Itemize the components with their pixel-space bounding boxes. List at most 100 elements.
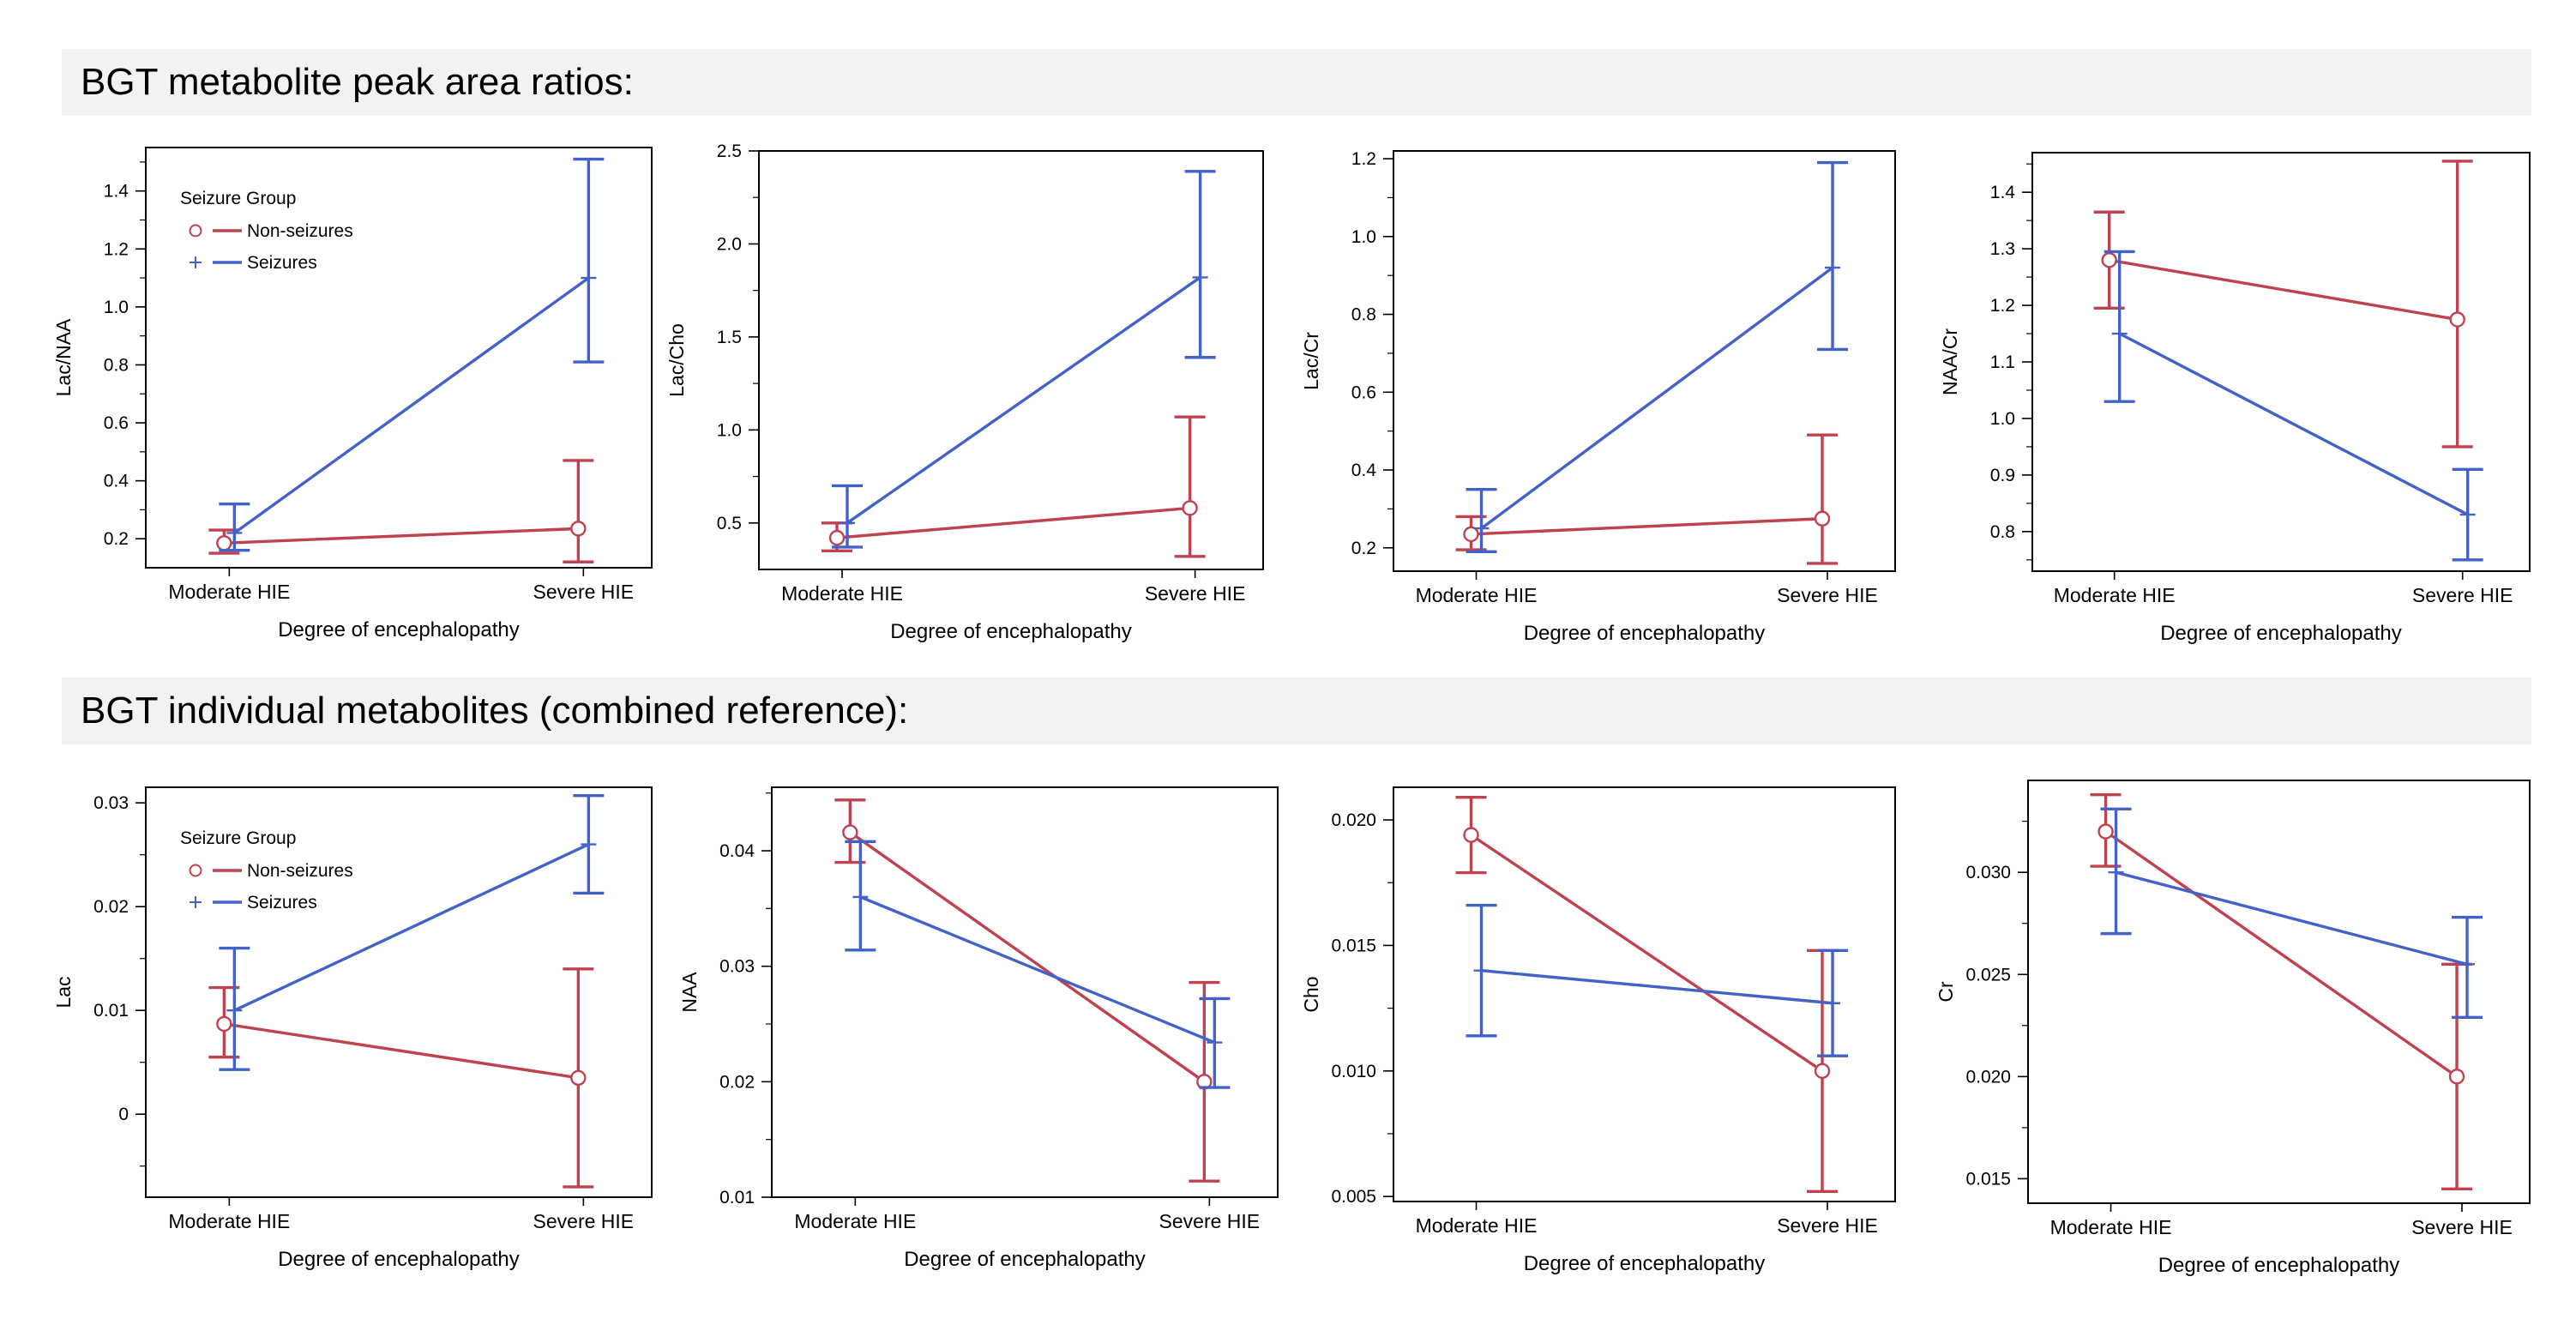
data-point-seizures xyxy=(581,836,597,852)
data-point-seizures xyxy=(1825,260,1841,276)
y-tick-label: 0.2 xyxy=(104,529,129,549)
series-line-non-seizures xyxy=(849,831,1206,1083)
data-point-seizures xyxy=(1473,962,1490,979)
plot-frame xyxy=(771,786,1279,1198)
plot-frame xyxy=(1393,786,1896,1202)
y-tick-label: 0.02 xyxy=(93,897,129,917)
x-axis-title: Degree of encephalopathy xyxy=(2158,1254,2400,1277)
y-tick-label: 0.03 xyxy=(93,793,129,813)
chart-panel-2: 0.5 1.0 1.5 2.0 2.5 Moderate HIE Severe HIE Deg… xyxy=(665,142,1264,643)
data-point-non-seizures xyxy=(2098,823,2114,840)
data-point-non-seizures xyxy=(1814,510,1831,527)
legend-entry-label: Non-seizures xyxy=(247,861,353,881)
x-tick-label: Moderate HIE xyxy=(2050,1216,2172,1238)
data-point-seizures xyxy=(2459,507,2476,523)
series-line-seizures xyxy=(233,276,590,534)
y-tick-label: 1.0 xyxy=(1351,227,1376,247)
data-point-non-seizures xyxy=(1463,526,1479,543)
data-point-seizures xyxy=(1207,1034,1223,1051)
section-title-ratios: BGT metabolite peak area ratios: xyxy=(81,61,634,103)
legend-title: Seizure Group xyxy=(180,189,296,208)
y-tick-label: 1.5 xyxy=(717,328,742,347)
series-line-non-seizures xyxy=(2109,258,2458,322)
y-axis-title: Lac/Cho xyxy=(665,323,688,397)
x-tick-label: Moderate HIE xyxy=(168,1210,290,1232)
series-line-seizures xyxy=(2116,870,2468,966)
x-tick-label: Severe HIE xyxy=(533,1210,635,1232)
x-tick-label: Moderate HIE xyxy=(781,582,903,605)
x-tick-label: Severe HIE xyxy=(533,581,635,603)
x-tick-label: Severe HIE xyxy=(1777,1214,1878,1237)
y-axis-title: NAA xyxy=(678,972,701,1013)
chart-panel-4: 0.8 0.9 1.0 1.1 1.2 1.3 1.4 Moderate HIE Severe … xyxy=(1939,152,2531,645)
section-title-individual: BGT individual metabolites (combined ref… xyxy=(81,690,909,732)
section-header-ratios: BGT metabolite peak area ratios: xyxy=(62,49,2531,116)
data-point-non-seizures xyxy=(1182,500,1198,516)
legend-entry-label: Seizures xyxy=(247,893,317,912)
y-tick-label: 1.2 xyxy=(1990,296,2015,316)
y-tick-label: 0.6 xyxy=(104,413,129,433)
legend-entry-label: Non-seizures xyxy=(247,221,353,241)
y-tick-label: 0.6 xyxy=(1351,382,1376,402)
y-tick-label: 0.9 xyxy=(1990,466,2015,485)
y-tick-label: 2.5 xyxy=(717,142,742,161)
legend-marker-circle xyxy=(189,224,202,238)
data-point-non-seizures xyxy=(1814,1063,1831,1079)
y-tick-label: 0.015 xyxy=(1965,1169,2011,1189)
x-tick-label: Severe HIE xyxy=(1159,1210,1261,1232)
plot-frame xyxy=(1393,150,1896,572)
y-tick-label: 0.4 xyxy=(104,472,129,491)
data-point-non-seizures xyxy=(1463,827,1479,843)
data-point-seizures xyxy=(1825,995,1841,1011)
data-point-seizures xyxy=(1192,269,1208,286)
x-axis-title: Degree of encephalopathy xyxy=(1524,622,1766,645)
series-line-seizures xyxy=(2118,332,2469,516)
plot-frame xyxy=(145,147,653,569)
data-point-seizures xyxy=(2111,326,2128,342)
legend: Seizure Group Non-seizures Seizures xyxy=(180,828,353,912)
series-line-seizures xyxy=(846,276,1201,525)
series-line-seizures xyxy=(1480,266,1834,530)
y-tick-label: 0.020 xyxy=(1965,1067,2011,1087)
y-tick-label: 0.4 xyxy=(1351,461,1377,480)
y-axis-title: Lac/Cr xyxy=(1300,332,1322,390)
data-point-non-seizures xyxy=(842,824,858,840)
y-tick-label: 0.2 xyxy=(1351,539,1376,558)
x-axis-title: Degree of encephalopathy xyxy=(890,620,1132,643)
x-tick-label: Moderate HIE xyxy=(168,581,290,603)
data-point-non-seizures xyxy=(2448,1069,2465,1085)
x-tick-label: Severe HIE xyxy=(1777,584,1878,606)
y-tick-label: 1.2 xyxy=(1351,149,1376,169)
series-line-non-seizures xyxy=(2104,830,2458,1078)
y-axis-title: Lac/NAA xyxy=(52,318,75,396)
y-tick-label: 0.02 xyxy=(719,1072,755,1092)
data-point-seizures xyxy=(840,515,856,531)
data-point-non-seizures xyxy=(216,535,232,551)
x-axis-title: Degree of encephalopathy xyxy=(904,1248,1146,1271)
y-tick-label: 1.0 xyxy=(104,298,129,317)
y-tick-label: 0.01 xyxy=(93,1001,129,1021)
legend-title: Seizure Group xyxy=(180,828,296,848)
chart-panel-8: 0.015 0.020 0.025 0.030 Moderate HIE Severe H… xyxy=(1935,780,2531,1277)
legend-entry-label: Seizures xyxy=(247,253,317,273)
data-point-non-seizures xyxy=(570,521,587,537)
y-tick-label: 0.005 xyxy=(1331,1187,1376,1207)
data-point-seizures xyxy=(226,525,243,541)
y-axis-title: Lac xyxy=(52,976,75,1008)
y-tick-label: 0.8 xyxy=(1351,305,1376,325)
plot-frame xyxy=(758,150,1264,570)
y-tick-label: 2.0 xyxy=(717,234,742,254)
y-tick-label: 1.3 xyxy=(1990,239,2015,259)
x-axis-title: Degree of encephalopathy xyxy=(1524,1252,1766,1275)
x-tick-label: Moderate HIE xyxy=(1416,584,1538,606)
series-line-non-seizures xyxy=(1471,517,1823,536)
x-tick-label: Severe HIE xyxy=(2412,584,2513,606)
y-tick-label: 1.4 xyxy=(1990,183,2016,202)
chart-panel-5: 0 0.01 0.02 0.03 Moderate HIE Severe HIE Degre… xyxy=(52,786,653,1271)
y-tick-label: 0.8 xyxy=(1990,522,2015,542)
legend: Seizure Group Non-seizures Seizures xyxy=(180,189,353,273)
y-tick-label: 0 xyxy=(118,1105,129,1124)
series-line-non-seizures xyxy=(224,1022,579,1080)
series-line-seizures xyxy=(1481,968,1833,1005)
y-tick-label: 1.4 xyxy=(104,182,129,202)
